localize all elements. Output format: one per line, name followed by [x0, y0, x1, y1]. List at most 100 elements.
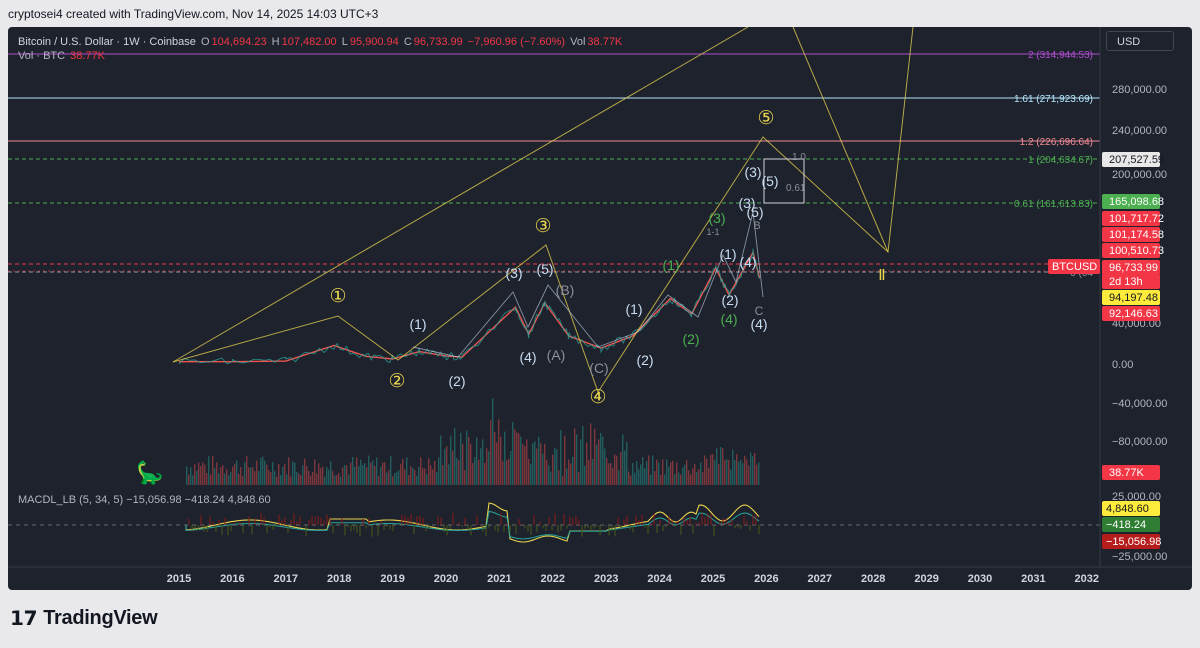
macd-histogram-bar — [419, 515, 421, 525]
volume-bar — [220, 467, 222, 485]
macd-histogram-bar — [281, 519, 283, 525]
volume-bar — [196, 470, 198, 485]
macd-histogram-bar — [395, 524, 397, 525]
macd-histogram-bar — [269, 525, 271, 528]
macd-histogram-bar — [377, 525, 379, 536]
volume-bar — [320, 468, 322, 485]
volume-bar — [460, 432, 462, 485]
price-label-bg-7 — [1102, 290, 1160, 305]
wave-label-4-green: (4) — [720, 311, 737, 327]
price-label-7: 94,197.48 — [1109, 292, 1158, 304]
volume-bar — [452, 450, 454, 485]
macd-histogram-bar — [407, 517, 409, 525]
chart-panel[interactable]: 2 (314,944.53) 1.61 (271,923.69) 1.2 (226,… — [8, 27, 1192, 590]
currency-button[interactable]: USD — [1106, 31, 1174, 51]
volume-bar — [512, 422, 514, 485]
volume-bar — [726, 459, 728, 485]
price-label-bg-6 — [1102, 274, 1160, 289]
volume-bar — [674, 474, 676, 485]
volume-bar — [448, 464, 450, 485]
volume-bar — [734, 459, 736, 485]
volume-bar — [736, 453, 738, 485]
fib-label-1: 1.61 (271,923.69) — [1014, 94, 1093, 105]
macd-histogram-bar — [404, 515, 406, 525]
volume-bar — [552, 454, 554, 485]
macd-histogram-bar — [581, 525, 583, 537]
volume-bar — [234, 463, 236, 485]
volume-bar — [322, 466, 324, 485]
volume-bar — [376, 457, 378, 485]
macd-histogram-bar — [569, 515, 571, 525]
tradingview-logo[interactable]: 𝟭𝟳 TradingView — [10, 606, 158, 631]
volume-bar — [386, 472, 388, 485]
volume-bar — [396, 471, 398, 485]
macd-histogram-bar — [692, 525, 694, 534]
volume-bar — [472, 463, 474, 485]
volume-bar — [250, 467, 252, 485]
volume-bar — [506, 460, 508, 485]
volume-bar — [582, 426, 584, 485]
volume-bar — [262, 456, 264, 485]
volume-bar — [190, 467, 192, 485]
x-tick-2031: 2031 — [1021, 573, 1045, 585]
vol-value: 38.77K — [587, 36, 623, 48]
volume-bar — [354, 466, 356, 485]
macd-histogram-bar — [482, 525, 484, 532]
volume-bar — [272, 461, 274, 485]
volume-bar — [682, 467, 684, 485]
macd-histogram-bar — [233, 522, 235, 525]
volume-bar — [608, 463, 610, 485]
volume-bar — [646, 461, 648, 485]
volume-bar — [510, 450, 512, 485]
macd-histogram-bar — [668, 516, 670, 525]
volume-bar — [224, 473, 226, 485]
volume-bar — [430, 465, 432, 485]
volume-bar — [414, 469, 416, 485]
volume-bar — [454, 427, 456, 485]
wave-label-C: (C) — [589, 360, 608, 376]
volume-bar — [746, 459, 748, 485]
open-value: 104,694.23 — [211, 36, 267, 48]
macd-label-bg-0 — [1102, 501, 1160, 516]
volume-bar — [644, 468, 646, 485]
macd-histogram-bar — [662, 525, 664, 532]
macd-name[interactable]: MACDL_LB (5, 34, 5) — [18, 494, 124, 506]
volume-bar — [456, 457, 458, 485]
volume-bar — [610, 462, 612, 485]
macd-histogram-bar — [542, 525, 544, 529]
macd-histogram-bar — [740, 525, 742, 529]
macd-histogram-bar — [374, 524, 376, 525]
macd-histogram-bar — [746, 521, 748, 525]
open-label: O — [200, 36, 210, 48]
macd-line — [185, 502, 760, 543]
volume-bar — [532, 443, 534, 485]
macd-histogram-bar — [494, 525, 496, 531]
symbol-label[interactable]: Bitcoin / U.S. Dollar · 1W · Coinbase — [18, 36, 196, 48]
volume-bar — [482, 439, 484, 485]
x-tick-2020: 2020 — [434, 573, 458, 585]
macd-histogram-bar — [302, 525, 304, 526]
volume-bar — [700, 462, 702, 485]
volume-bar — [486, 448, 488, 485]
macd-histogram-bar — [254, 518, 256, 525]
volume-bar — [406, 457, 408, 485]
volume-bar — [424, 468, 426, 485]
volume-bar — [294, 462, 296, 485]
volume-bar — [638, 469, 640, 485]
macd-histogram-bar — [635, 515, 637, 525]
volume-bar — [428, 458, 430, 485]
volume-bar — [518, 433, 520, 485]
wave-label-1-c: (1) — [719, 246, 736, 262]
macd-histogram-bar — [614, 525, 616, 537]
wave-label-5-b: (5) — [761, 173, 778, 189]
macd-value-3: 4,848.60 — [227, 494, 271, 506]
macd-histogram-bar — [392, 525, 394, 532]
macd-histogram-bar — [260, 513, 262, 525]
price-chart-svg[interactable]: 2 (314,944.53) 1.61 (271,923.69) 1.2 (226,… — [8, 27, 1192, 590]
wave-label-4-b: (4) — [739, 254, 756, 270]
change-value: −7,960.96 (−7.60%) — [467, 36, 566, 48]
wave-label-5-a: (5) — [536, 261, 553, 277]
volume-bar — [514, 429, 516, 485]
volume-bar — [324, 476, 326, 485]
macd-histogram-bar — [341, 517, 343, 525]
